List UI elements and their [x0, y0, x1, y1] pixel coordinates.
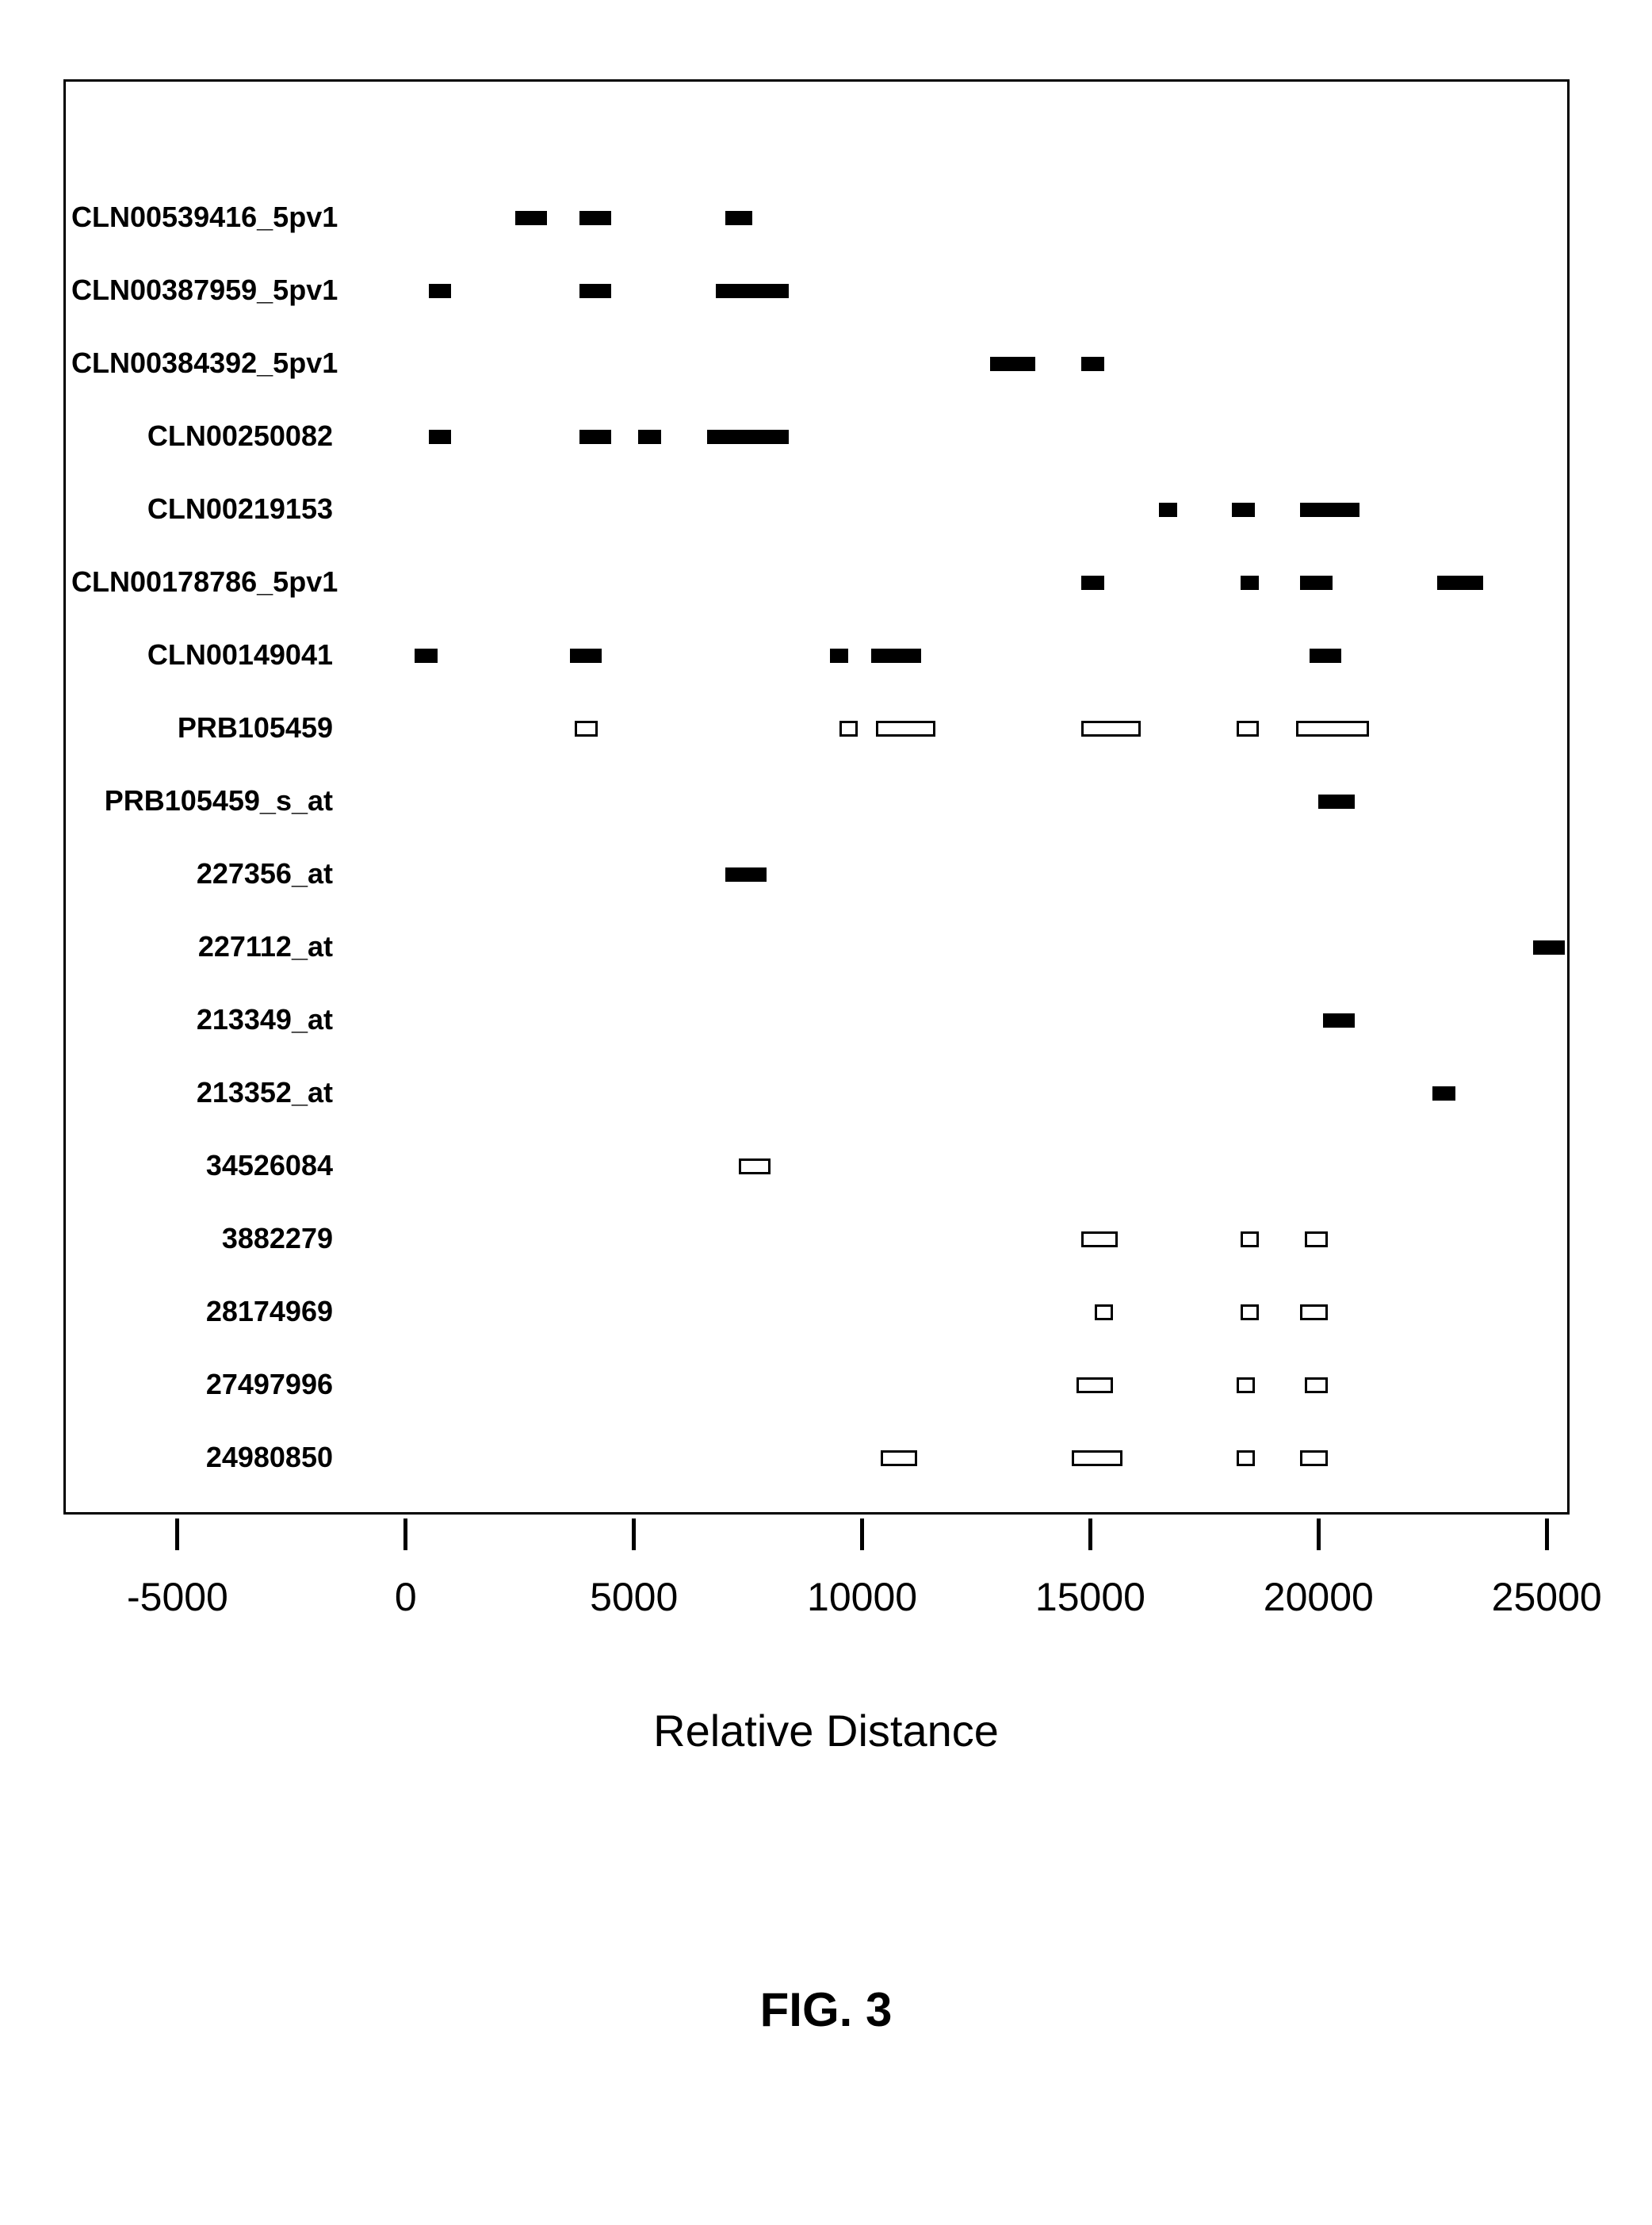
x-tick-label: 5000: [539, 1574, 729, 1620]
segment: [1300, 1450, 1328, 1466]
x-tick: [632, 1518, 636, 1550]
segment: [830, 649, 848, 663]
x-tick-label: 25000: [1451, 1574, 1642, 1620]
x-tick-label: -5000: [82, 1574, 273, 1620]
segment: [1232, 503, 1255, 517]
segment: [579, 430, 611, 444]
segment: [739, 1158, 771, 1174]
x-tick: [1317, 1518, 1321, 1550]
segment: [725, 867, 767, 882]
segment: [1305, 1231, 1328, 1247]
segment: [876, 721, 935, 737]
segment: [1300, 1304, 1328, 1320]
row-label: PRB105459_s_at: [71, 784, 333, 818]
row-label: PRB105459: [71, 711, 333, 745]
row-label: 28174969: [71, 1295, 333, 1328]
segment: [1432, 1086, 1455, 1101]
segment: [1237, 721, 1260, 737]
segment: [707, 430, 790, 444]
segment: [1318, 795, 1355, 809]
row-label: CLN00384392_5pv1: [71, 347, 333, 380]
segment: [1533, 940, 1565, 955]
row-label: CLN00219153: [71, 492, 333, 526]
segment: [515, 211, 547, 225]
segment: [570, 649, 602, 663]
row-label: CLN00250082: [71, 419, 333, 453]
x-axis-title: Relative Distance: [0, 1705, 1652, 1756]
segment: [1323, 1013, 1355, 1028]
segment: [1081, 721, 1141, 737]
segment: [1072, 1450, 1122, 1466]
segment: [1241, 1304, 1259, 1320]
segment: [1437, 576, 1483, 590]
segment: [575, 721, 598, 737]
segment: [1081, 357, 1104, 371]
segment: [1076, 1377, 1113, 1393]
segment: [871, 649, 921, 663]
row-label: CLN00149041: [71, 638, 333, 672]
row-label: 27497996: [71, 1368, 333, 1401]
row-label: CLN00178786_5pv1: [71, 565, 333, 599]
x-tick: [1545, 1518, 1549, 1550]
segment: [429, 430, 452, 444]
segment: [725, 211, 753, 225]
segment: [1159, 503, 1177, 517]
segment: [881, 1450, 917, 1466]
row-label: 227112_at: [71, 930, 333, 963]
x-tick: [1088, 1518, 1092, 1550]
row-label: 213352_at: [71, 1076, 333, 1109]
row-label: 24980850: [71, 1441, 333, 1474]
page: CLN00539416_5pv1 CLN00387959_5pv1 CLN00384…: [0, 0, 1652, 2225]
segment: [1081, 1231, 1118, 1247]
x-tick: [175, 1518, 179, 1550]
row-label: 213349_at: [71, 1003, 333, 1036]
segment: [429, 284, 452, 298]
segment: [1300, 503, 1359, 517]
segment: [415, 649, 438, 663]
segment: [716, 284, 789, 298]
segment: [990, 357, 1036, 371]
segment: [1241, 576, 1259, 590]
row-label: 3882279: [71, 1222, 333, 1255]
segment: [839, 721, 858, 737]
segment: [1095, 1304, 1113, 1320]
segment: [579, 211, 611, 225]
x-tick: [403, 1518, 407, 1550]
x-tick: [860, 1518, 864, 1550]
x-tick-label: 10000: [767, 1574, 958, 1620]
row-label: 34526084: [71, 1149, 333, 1182]
row-label: CLN00387959_5pv1: [71, 274, 333, 307]
segment: [1237, 1450, 1255, 1466]
segment: [1300, 576, 1332, 590]
segment: [1081, 576, 1104, 590]
row-label: 227356_at: [71, 857, 333, 890]
x-tick-label: 15000: [995, 1574, 1185, 1620]
x-tick-label: 20000: [1223, 1574, 1413, 1620]
segment: [1305, 1377, 1328, 1393]
segment: [1296, 721, 1369, 737]
row-label: CLN00539416_5pv1: [71, 201, 333, 234]
figure-caption: FIG. 3: [0, 1982, 1652, 2037]
segment: [579, 284, 611, 298]
segment: [1241, 1231, 1259, 1247]
segment: [638, 430, 661, 444]
segment: [1310, 649, 1341, 663]
segment: [1237, 1377, 1255, 1393]
x-tick-label: 0: [311, 1574, 501, 1620]
